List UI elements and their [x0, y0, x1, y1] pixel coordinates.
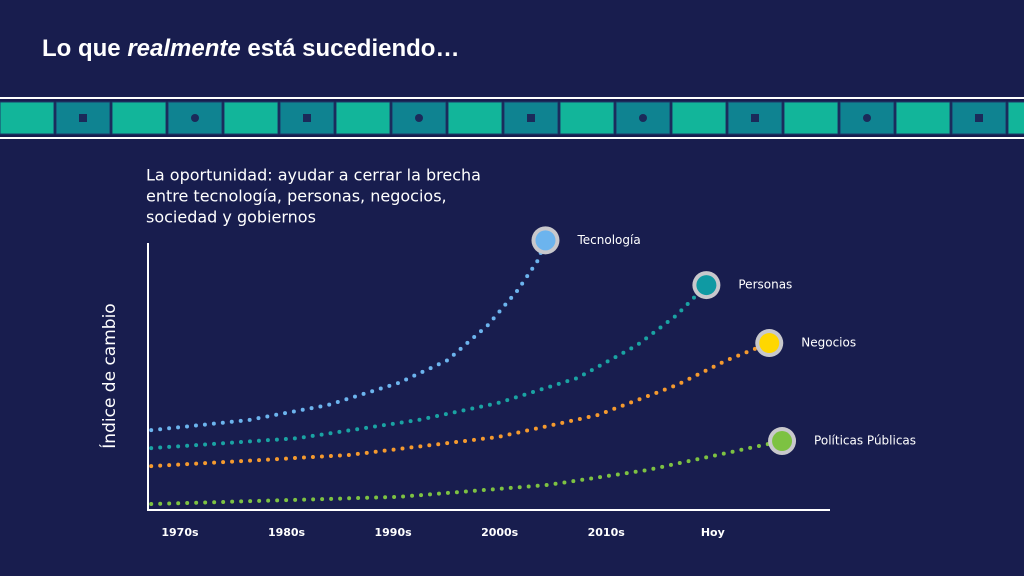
strip-cell [447, 101, 503, 135]
end-marker [696, 275, 717, 296]
end-marker [772, 431, 793, 452]
strip-cell [671, 101, 727, 135]
chart: La oportunidad: ayudar a cerrar la brech… [98, 166, 916, 540]
x-tick-label: 1990s [375, 526, 413, 539]
film-strip [0, 97, 1024, 139]
title-part: Lo que [42, 35, 127, 62]
strip-icon [863, 114, 871, 122]
subtitle-line: La oportunidad: ayudar a cerrar la brech… [146, 166, 481, 185]
legend-label: Políticas Públicas [814, 434, 916, 448]
strip-cell [335, 101, 391, 135]
title-part: está sucediendo… [241, 35, 460, 62]
x-tick-label: 2010s [588, 526, 626, 539]
subtitle-line: entre tecnología, personas, negocios, [146, 187, 447, 206]
subtitle-line: sociedad y gobiernos [146, 208, 316, 227]
strip-icon [79, 114, 87, 122]
strip-icon [527, 114, 535, 122]
strip-icon [975, 114, 983, 122]
strip-icon [303, 114, 311, 122]
series-line [149, 238, 548, 433]
end-marker [535, 230, 556, 251]
strip-cell [895, 101, 951, 135]
x-tick-label: 2000s [481, 526, 519, 539]
x-tick-label: Hoy [701, 526, 725, 539]
strip-cell [1007, 101, 1024, 135]
series-line [149, 439, 785, 507]
title-emphasis: realmente [127, 35, 240, 62]
strip-cell [223, 101, 279, 135]
legend-label: Tecnología [576, 233, 640, 247]
strip-icon [415, 114, 423, 122]
strip-cell [111, 101, 167, 135]
x-tick-label: 1980s [268, 526, 306, 539]
strip-cell [783, 101, 839, 135]
legend-label: Personas [738, 278, 792, 292]
strip-icon [751, 114, 759, 122]
x-tick-label: 1970s [161, 526, 199, 539]
legend-label: Negocios [801, 336, 856, 350]
strip-cell [559, 101, 615, 135]
strip-cell [0, 101, 55, 135]
strip-icon [191, 114, 199, 122]
series-line [149, 341, 772, 469]
end-marker [759, 333, 780, 354]
slide-title: Lo que realmente está sucediendo… [42, 35, 459, 62]
y-axis-label: Índice de cambio [98, 303, 120, 448]
strip-icon [639, 114, 647, 122]
